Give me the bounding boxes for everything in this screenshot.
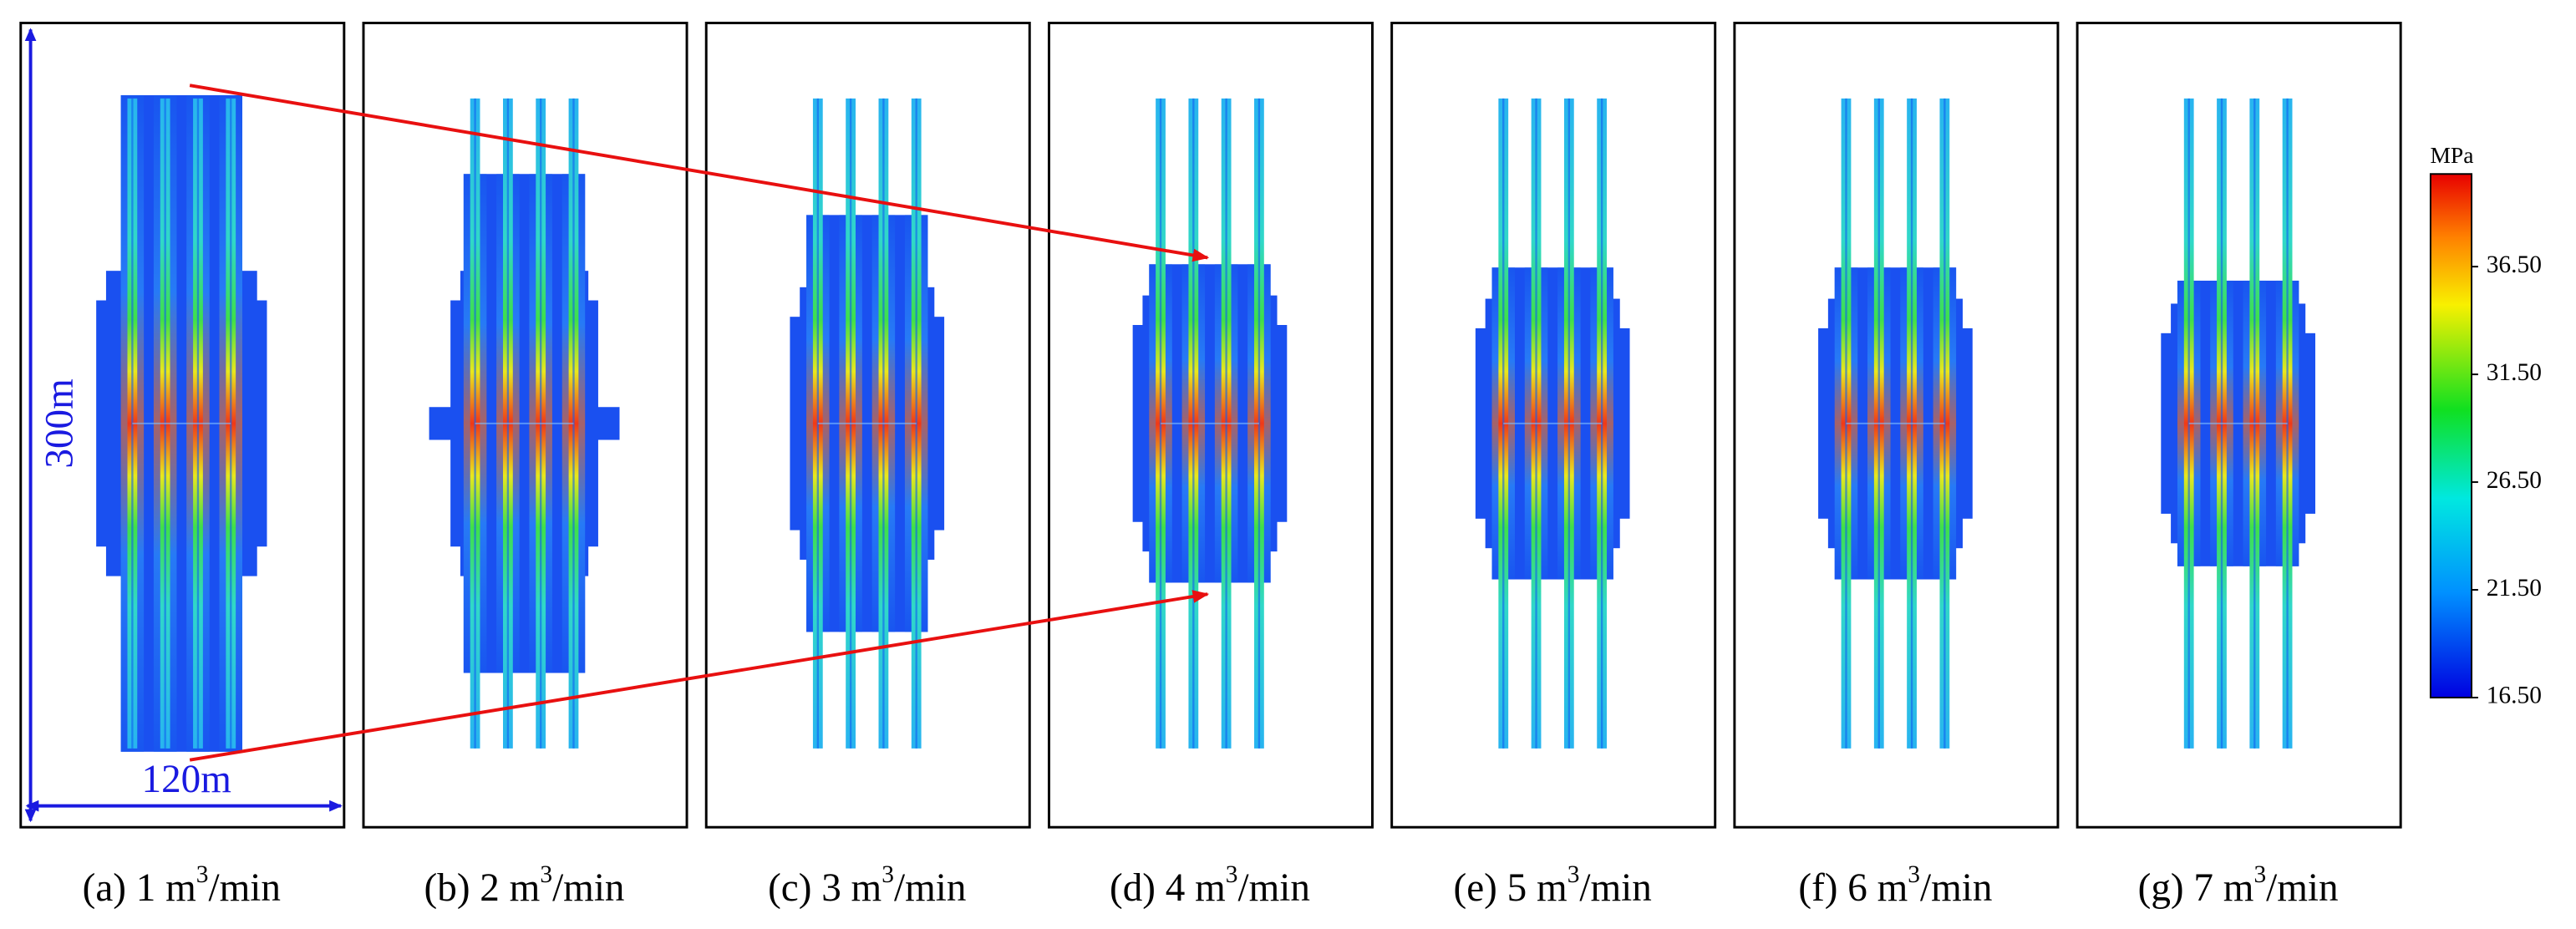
caption-label: (b) 2 m xyxy=(424,866,541,910)
arrow xyxy=(189,84,1210,262)
colorbar-tick-label: 31.50 xyxy=(2487,359,2542,386)
caption-superscript: 3 xyxy=(1567,861,1580,888)
colorbar-tick-label: 26.50 xyxy=(2487,467,2542,494)
caption-label: (a) 1 m xyxy=(83,866,196,910)
caption-unit: /min xyxy=(1238,866,1310,910)
panel: (e) 5 m3/min xyxy=(1390,22,1717,910)
panel-caption: (b) 2 m3/min xyxy=(424,861,625,910)
caption-unit: /min xyxy=(894,866,966,910)
caption-label: (f) 6 m xyxy=(1798,866,1908,910)
caption-superscript: 3 xyxy=(1226,861,1238,888)
caption-label: (e) 5 m xyxy=(1454,866,1567,910)
caption-unit: /min xyxy=(552,866,624,910)
colorbar-unit: MPa xyxy=(2430,142,2473,168)
caption-superscript: 3 xyxy=(196,861,209,888)
panel-caption: (f) 6 m3/min xyxy=(1798,861,1992,910)
panel-caption: (g) 7 m3/min xyxy=(2138,861,2339,910)
panel-caption: (a) 1 m3/min xyxy=(83,861,281,910)
panel-caption: (c) 3 m3/min xyxy=(768,861,966,910)
panel: (a) 1 m3/min xyxy=(19,22,346,910)
panel: (g) 7 m3/min xyxy=(2076,22,2402,910)
panel: (c) 3 m3/min xyxy=(704,22,1031,910)
height-label: 300m xyxy=(38,378,82,468)
caption-unit: /min xyxy=(1920,866,1992,910)
caption-superscript: 3 xyxy=(2253,861,2266,888)
panel: (d) 4 m3/min xyxy=(1047,22,1374,910)
colorbar-scale xyxy=(2429,173,2473,698)
colorbar-tick-label: 21.50 xyxy=(2487,575,2542,602)
caption-unit: /min xyxy=(209,866,281,910)
caption-label: (g) 7 m xyxy=(2138,866,2254,910)
panel: (b) 2 m3/min xyxy=(362,22,688,910)
caption-superscript: 3 xyxy=(540,861,552,888)
arrow xyxy=(189,590,1210,762)
caption-label: (d) 4 m xyxy=(1110,866,1226,910)
panel: (f) 6 m3/min xyxy=(1733,22,2060,910)
panel-caption: (e) 5 m3/min xyxy=(1454,861,1652,910)
overlays: 300m 120m xyxy=(24,28,1210,823)
panel-caption: (d) 4 m3/min xyxy=(1110,861,1310,910)
colorbar-tick-label: 36.50 xyxy=(2487,251,2542,278)
width-label: 120m xyxy=(142,758,231,801)
caption-superscript: 3 xyxy=(882,861,894,888)
caption-unit: /min xyxy=(2266,866,2338,910)
caption-superscript: 3 xyxy=(1908,861,1920,888)
caption-label: (c) 3 m xyxy=(768,866,882,910)
panels: (a) 1 m3/min (b) 2 m3/min (c) 3 m3/min (d) … xyxy=(19,22,2402,910)
colorbar-tick-label: 16.50 xyxy=(2487,683,2542,709)
caption-unit: /min xyxy=(1579,866,1651,910)
colorbar: MPa 16.50 21.50 26.50 31.50 36.50 xyxy=(2429,142,2542,709)
